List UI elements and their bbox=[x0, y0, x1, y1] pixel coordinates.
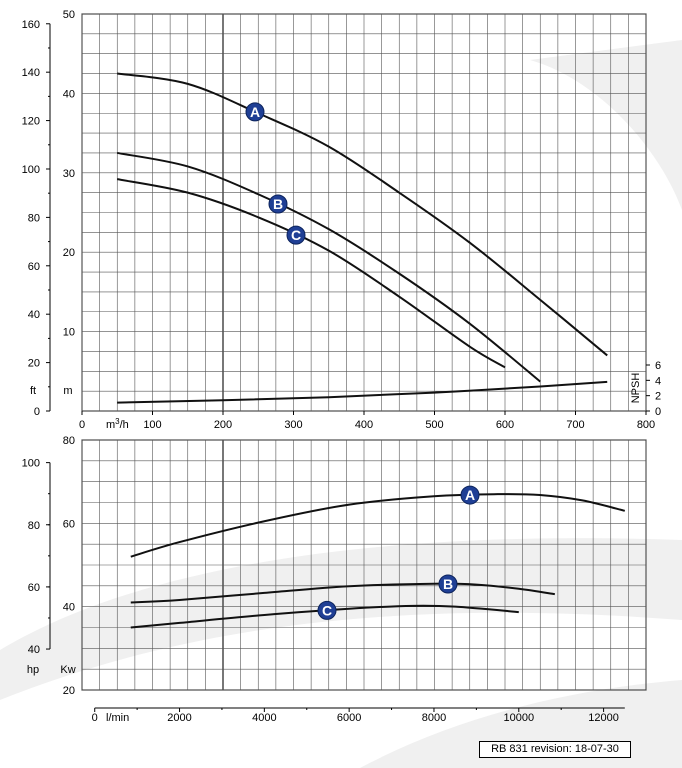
lmin-tick-label: 4000 bbox=[252, 712, 276, 724]
swoosh-shape bbox=[530, 40, 682, 210]
m-tick-label: 30 bbox=[63, 168, 75, 180]
power-curve-b bbox=[130, 582, 555, 604]
kw-tick-label: 80 bbox=[63, 435, 75, 447]
kw-axis-unit: Kw bbox=[60, 664, 75, 676]
lmin-tick-label: 8000 bbox=[422, 712, 446, 724]
lmin-tick-label: 2000 bbox=[167, 712, 191, 724]
flow-unit-rest: /h bbox=[120, 419, 129, 431]
x-tick-label: 800 bbox=[637, 419, 655, 431]
curve-label-A: A bbox=[460, 485, 480, 505]
npsh-tick-label: 6 bbox=[655, 360, 661, 372]
npsh-tick-label: 2 bbox=[655, 391, 661, 403]
flow-unit-superscript: 3 bbox=[115, 417, 120, 426]
background-swooshes bbox=[0, 40, 682, 768]
ft-tick-label: 60 bbox=[28, 261, 40, 273]
m-tick-label: 20 bbox=[63, 247, 75, 259]
x-tick-label: 700 bbox=[566, 419, 584, 431]
x-tick-label: 0 bbox=[79, 419, 85, 431]
x-tick-label: 100 bbox=[143, 419, 161, 431]
curve-label-A-text: A bbox=[250, 104, 260, 120]
kw-tick-label: 20 bbox=[63, 685, 75, 697]
curve-b bbox=[117, 151, 541, 383]
m-tick-label: 50 bbox=[63, 9, 75, 21]
curve-label-C-text: C bbox=[322, 602, 332, 618]
curve-a bbox=[117, 72, 608, 357]
npsh-axis-label: NPSH bbox=[630, 373, 642, 404]
npsh-tick-label: 4 bbox=[655, 375, 661, 387]
hp-tick-label: 80 bbox=[28, 520, 40, 532]
power-curve-c bbox=[130, 604, 519, 629]
x-tick-label: 400 bbox=[355, 419, 373, 431]
curve-label-A-text: A bbox=[465, 487, 475, 503]
power-curve-a bbox=[130, 493, 626, 558]
ft-tick-label: 80 bbox=[28, 212, 40, 224]
m-axis-unit: m bbox=[63, 385, 72, 397]
ft-tick-label: 140 bbox=[22, 67, 40, 79]
lmin-tick-label: 12000 bbox=[588, 712, 619, 724]
npsh-tick-label: 0 bbox=[655, 406, 661, 418]
lmin-axis-unit: l/min bbox=[106, 712, 129, 724]
curve-label-B-circle bbox=[268, 194, 288, 214]
curve-label-B: B bbox=[268, 194, 288, 214]
hp-tick-label: 40 bbox=[28, 644, 40, 656]
ft-tick-label: 0 bbox=[34, 406, 40, 418]
flow-unit-m3h: m3/h bbox=[106, 417, 129, 431]
ft-tick-label: 40 bbox=[28, 309, 40, 321]
x-tick-label: 600 bbox=[496, 419, 514, 431]
curve-label-C: C bbox=[317, 600, 337, 620]
lmin-tick-label: 10000 bbox=[503, 712, 534, 724]
curve-label-C-text: C bbox=[291, 227, 301, 243]
curve-label-B-text: B bbox=[443, 576, 453, 592]
ft-tick-label: 100 bbox=[22, 164, 40, 176]
x-tick-label: 500 bbox=[425, 419, 443, 431]
ft-tick-label: 20 bbox=[28, 358, 40, 370]
curve-c bbox=[117, 178, 506, 369]
curve-label-B: B bbox=[438, 574, 458, 594]
curve-label-A-circle bbox=[460, 485, 480, 505]
power-panel: 20 40 60 80 40 60 80 100 hp Kw 0 2000 4000 6000 8000 10… bbox=[22, 435, 647, 724]
curve-label-C-circle bbox=[286, 225, 306, 245]
ft-axis-unit: ft bbox=[30, 385, 36, 397]
lmin-tick-label: 0 bbox=[92, 712, 98, 724]
m-tick-label: 10 bbox=[63, 327, 75, 339]
swoosh-shape bbox=[0, 538, 682, 700]
curve-label-A-circle bbox=[245, 102, 265, 122]
m-tick-label: 40 bbox=[63, 88, 75, 100]
ft-tick-label: 160 bbox=[22, 19, 40, 31]
revision-label: RB 831 revision: 18-07-30 bbox=[479, 741, 631, 758]
curve-label-A: A bbox=[245, 102, 265, 122]
curve-label-B-circle bbox=[438, 574, 458, 594]
curve-npsh bbox=[117, 380, 608, 404]
hp-tick-label: 60 bbox=[28, 582, 40, 594]
kw-tick-label: 60 bbox=[63, 518, 75, 530]
ft-tick-label: 120 bbox=[22, 116, 40, 128]
curve-label-B-text: B bbox=[273, 196, 283, 212]
hp-tick-label: 100 bbox=[22, 458, 40, 470]
hp-axis-unit: hp bbox=[27, 664, 39, 676]
kw-tick-label: 40 bbox=[63, 602, 75, 614]
x-tick-label: 300 bbox=[284, 419, 302, 431]
x-tick-label: 200 bbox=[214, 419, 232, 431]
curve-label-C: C bbox=[286, 225, 306, 245]
lmin-tick-label: 6000 bbox=[337, 712, 361, 724]
curve-label-C-circle bbox=[317, 600, 337, 620]
